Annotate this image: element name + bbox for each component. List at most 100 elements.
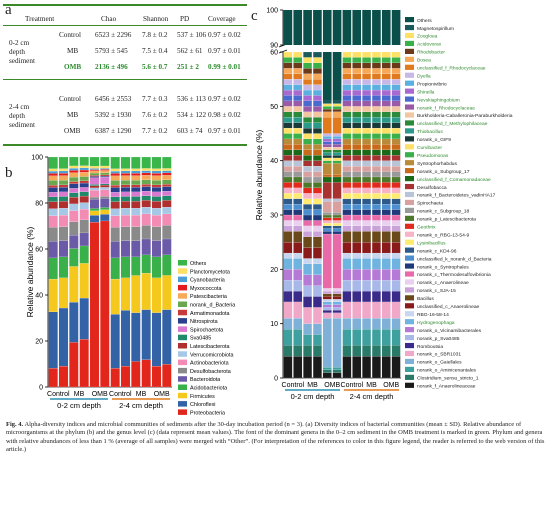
bar-segment	[391, 122, 401, 129]
bar-segment	[120, 366, 131, 388]
bar-segment	[120, 175, 131, 181]
row-shannon-value: 7.5 ± 0.4	[142, 47, 168, 55]
bar-segment	[313, 122, 322, 129]
bar-segment	[362, 89, 371, 96]
bar-segment	[120, 156, 131, 169]
bar-segment	[79, 165, 89, 168]
bar-segment	[313, 345, 322, 357]
y-tick-label: 60	[35, 247, 43, 254]
bar-segment	[352, 269, 362, 281]
bar-segment	[313, 79, 322, 85]
bar-segment	[303, 106, 312, 112]
bar-segment	[141, 225, 151, 240]
bar-segment	[391, 198, 401, 205]
bar-segment	[381, 127, 391, 134]
bar-segment	[89, 215, 100, 223]
bar-segment	[293, 345, 303, 357]
legend-swatch	[405, 144, 414, 150]
bar-segment	[100, 189, 110, 197]
row-chao-value: 6523 ± 2296	[95, 31, 132, 39]
bar-segment-others-upper	[293, 10, 303, 45]
bar-segment	[362, 214, 371, 221]
bar-segment	[391, 193, 401, 199]
bar-segment	[283, 269, 293, 281]
legend-swatch	[178, 367, 187, 374]
bar-segment-others-upper	[332, 10, 342, 45]
bar-segment	[79, 209, 89, 220]
row-chao-value: 6387 ± 1290	[95, 127, 132, 135]
bar-segment	[391, 111, 401, 118]
bar-segment	[352, 84, 362, 91]
bar-segment	[120, 277, 131, 311]
legend-swatch	[405, 207, 414, 213]
bar-segment	[313, 214, 322, 221]
bar-segment	[293, 301, 303, 319]
bar-segment	[342, 117, 352, 123]
bar-segment	[141, 213, 151, 226]
legend-label: Desulfobacca	[417, 185, 447, 191]
bar-segment	[322, 108, 332, 112]
x-tick-label: OMB	[383, 382, 399, 389]
bar-segment	[381, 242, 391, 254]
bar-segment	[69, 235, 79, 249]
legend-label: Dyella	[417, 73, 431, 79]
row-chao-value: 6456 ± 2553	[95, 95, 132, 103]
bar-segment	[120, 201, 131, 209]
bar-segment	[303, 334, 312, 346]
bar-segment	[283, 133, 293, 140]
bar-segment	[69, 210, 79, 222]
bar-segment	[100, 175, 110, 178]
bar-segment	[322, 174, 332, 178]
bar-segment	[79, 339, 89, 388]
bar-segment	[120, 240, 131, 257]
x-tick-label: OMB	[324, 382, 340, 389]
legend-swatch	[405, 311, 414, 317]
bar-segment	[151, 156, 162, 169]
y-tick-label: 100	[31, 155, 43, 162]
bar-segment	[362, 204, 371, 210]
bar-segment	[362, 51, 371, 58]
bar-segment	[372, 252, 381, 259]
bar-segment	[283, 62, 293, 69]
bar-segment	[69, 221, 79, 236]
row-coverage-value: 0.97 ± 0.01	[208, 47, 241, 55]
legend-label: Acidobacteriota	[190, 386, 227, 392]
bar-segment	[391, 138, 401, 145]
legend-swatch	[405, 17, 414, 23]
bar-segment	[332, 106, 342, 110]
bar-segment	[391, 100, 401, 107]
bar-segment	[352, 171, 362, 178]
bar-segment	[162, 254, 172, 276]
legend-label: norank_d_Bacteria	[190, 303, 235, 309]
bar-segment	[332, 301, 342, 305]
bar-segment	[283, 252, 293, 259]
bar-segment	[162, 175, 172, 180]
bar-segment	[69, 165, 79, 169]
legend-label: norank_p_Latescibacterota	[417, 217, 476, 223]
legend-swatch	[405, 120, 414, 126]
bar-segment	[342, 133, 352, 140]
legend-label: Sva0485	[190, 336, 211, 342]
bar-segment	[110, 156, 120, 169]
bar-segment	[332, 133, 342, 137]
bar-segment	[322, 176, 332, 183]
bar-segment	[362, 155, 371, 161]
bar-segment	[322, 220, 332, 224]
bar-segment	[141, 309, 151, 360]
bar-segment	[48, 368, 58, 388]
bar-segment	[372, 214, 381, 221]
bar-segment	[362, 329, 371, 346]
bar-segment	[362, 182, 371, 188]
bar-segment	[332, 117, 342, 134]
bar-segment	[362, 133, 371, 140]
bar-segment	[372, 100, 381, 107]
legend-swatch	[405, 271, 414, 277]
bar-segment	[283, 89, 293, 96]
bar-segment	[372, 280, 381, 292]
legend-swatch	[405, 374, 414, 380]
legend-label: Planctomycetota	[190, 269, 230, 275]
bar-segment	[322, 307, 332, 311]
bar-segment	[313, 220, 322, 226]
bar-segment	[313, 258, 322, 264]
bar-segment	[332, 174, 342, 178]
